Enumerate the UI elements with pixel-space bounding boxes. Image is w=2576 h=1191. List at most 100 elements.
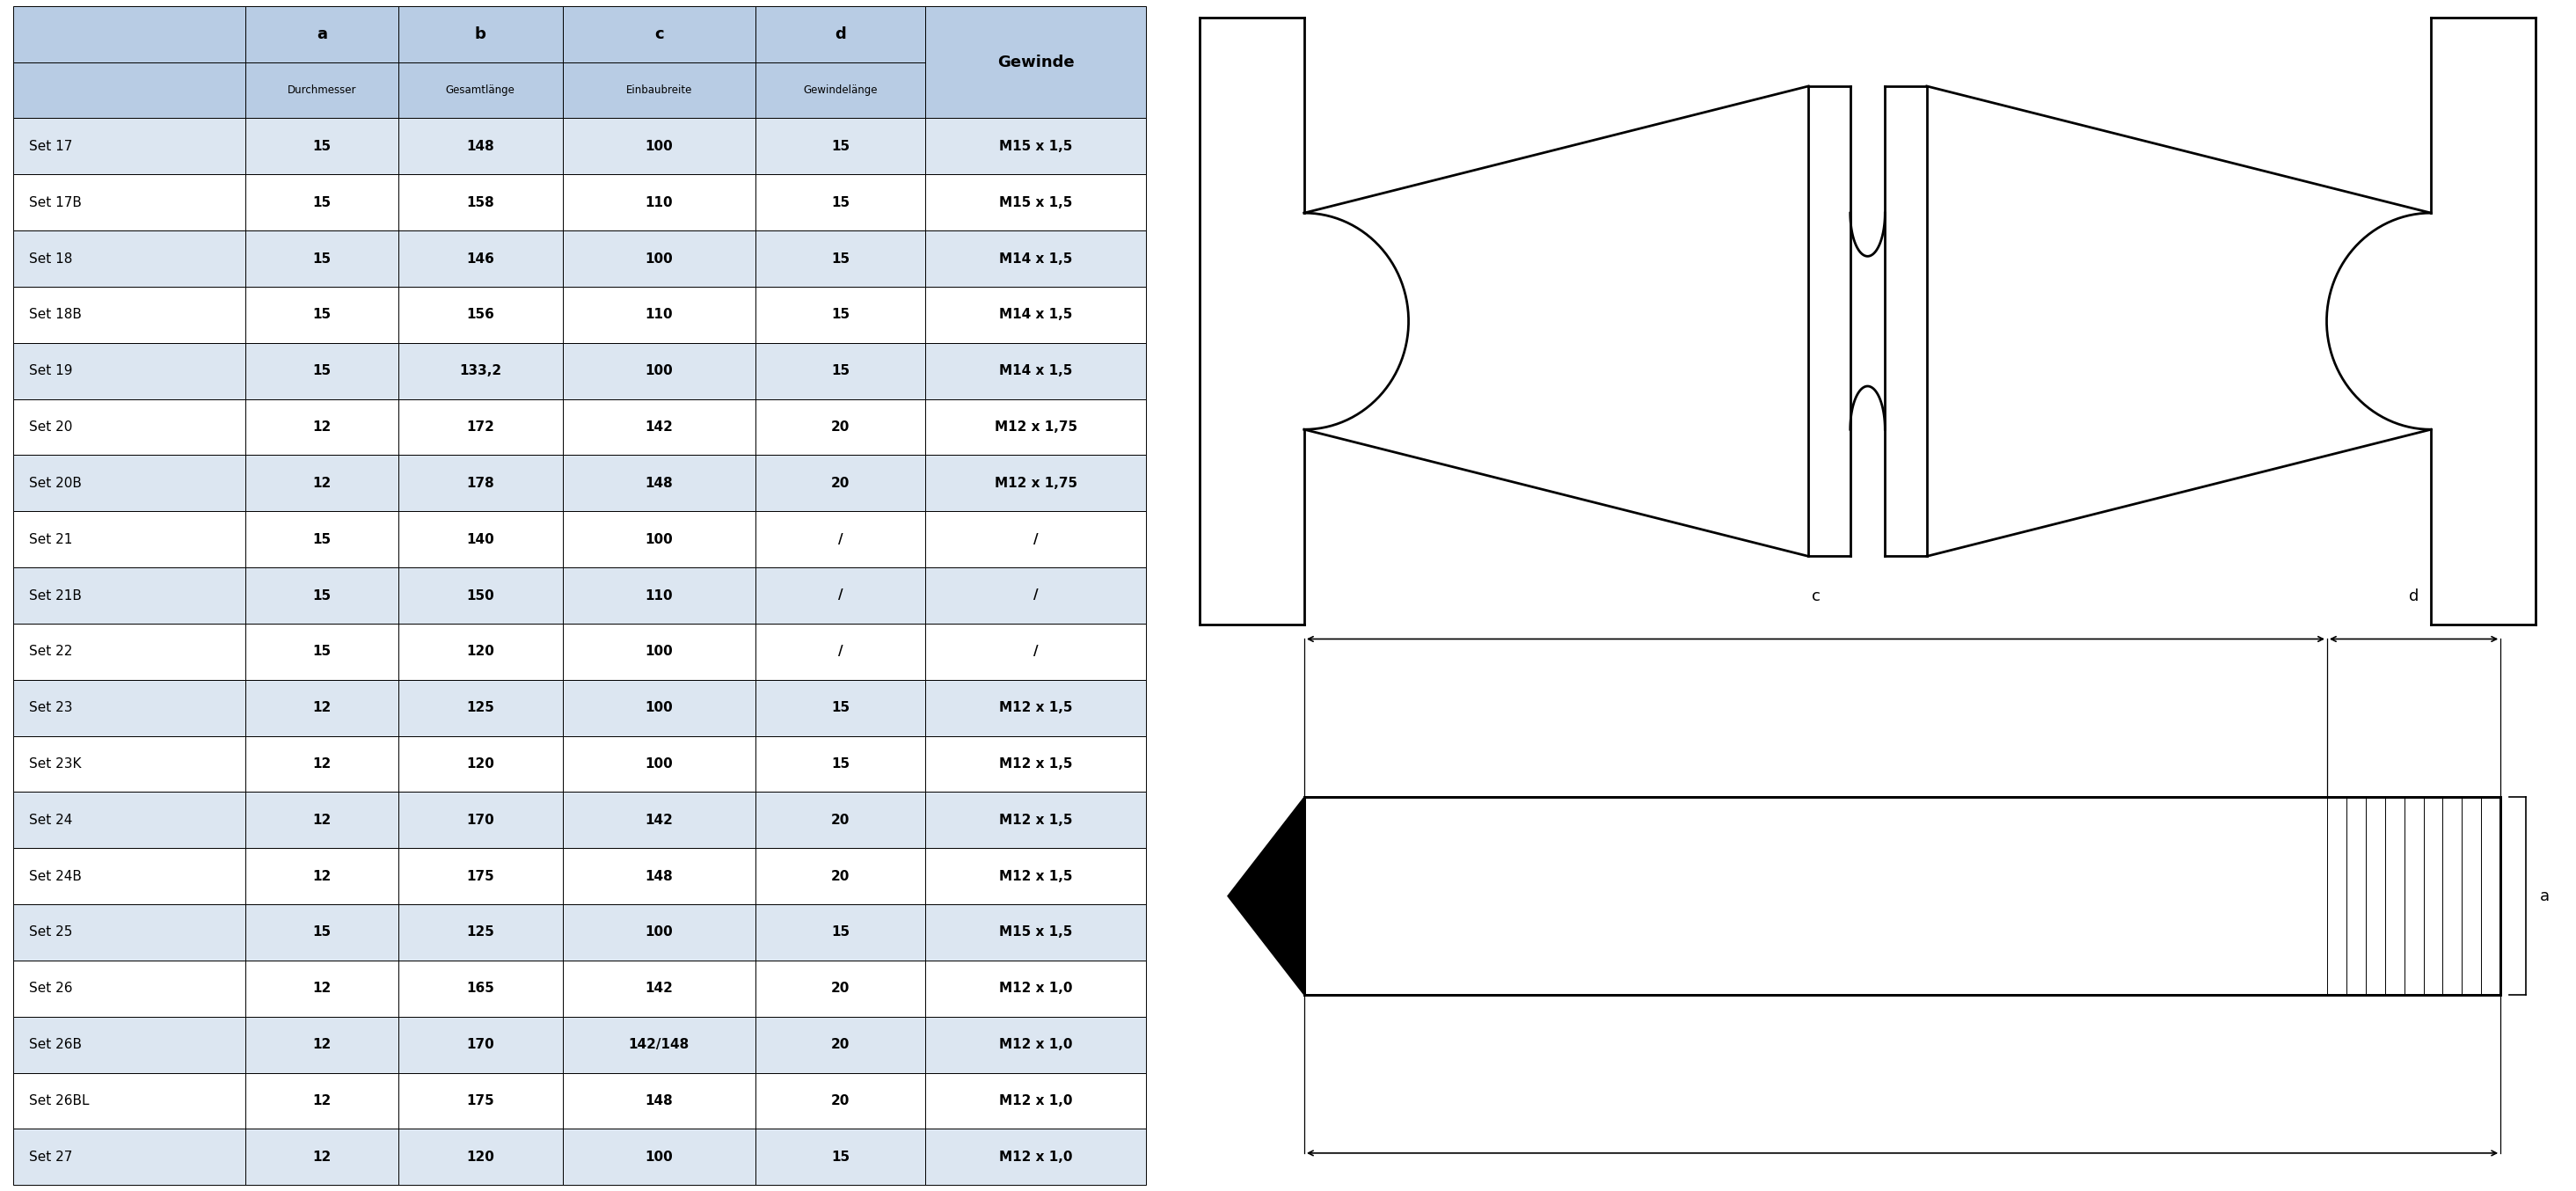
Bar [13,62,245,118]
Bar [755,6,925,62]
Text: M14 x 1,5: M14 x 1,5 [999,364,1072,378]
Bar [1303,797,2501,994]
Bar [925,680,1146,736]
Text: Gewindelänge: Gewindelänge [804,85,878,96]
Bar [245,904,399,960]
Text: 15: 15 [312,364,332,378]
Text: 148: 148 [644,1095,672,1108]
Bar [562,174,755,231]
Bar [562,6,755,62]
Bar [399,343,562,399]
Text: Set 22: Set 22 [28,646,72,659]
Text: Set 23K: Set 23K [28,757,82,771]
Text: M12 x 1,0: M12 x 1,0 [999,1151,1072,1164]
Bar [13,624,245,680]
Bar [13,231,245,287]
Text: 125: 125 [466,701,495,715]
Text: Set 26: Set 26 [28,981,72,996]
Text: d: d [2409,588,2419,604]
Text: M14 x 1,5: M14 x 1,5 [999,252,1072,266]
Bar [245,960,399,1017]
Bar [13,174,245,231]
Text: 15: 15 [832,925,850,939]
Bar [562,455,755,511]
Text: a: a [2540,888,2550,904]
Text: M12 x 1,75: M12 x 1,75 [994,420,1077,434]
Text: 133,2: 133,2 [459,364,502,378]
Text: 15: 15 [312,308,332,322]
Bar [925,567,1146,624]
Bar [13,6,245,62]
Bar [13,1017,245,1073]
Text: Durchmesser: Durchmesser [286,85,355,96]
Text: 15: 15 [832,252,850,266]
Text: 175: 175 [466,1095,495,1108]
Text: Set 27: Set 27 [28,1151,72,1164]
Bar [399,511,562,567]
Text: 12: 12 [312,1151,332,1164]
Bar [925,736,1146,792]
Bar [755,792,925,848]
Text: 15: 15 [312,646,332,659]
Text: 100: 100 [644,1151,672,1164]
Text: 20: 20 [832,813,850,827]
Text: M15 x 1,5: M15 x 1,5 [999,139,1072,152]
Text: Set 25: Set 25 [28,925,72,939]
Text: 170: 170 [466,813,495,827]
Text: Set 24: Set 24 [28,813,72,827]
Bar [1303,797,2501,994]
Bar [13,904,245,960]
Bar [562,680,755,736]
Bar [245,455,399,511]
Bar [755,960,925,1017]
Text: 15: 15 [832,701,850,715]
Bar [562,904,755,960]
Text: d: d [835,26,845,42]
Text: 20: 20 [832,476,850,490]
Text: 15: 15 [832,757,850,771]
Text: 120: 120 [466,646,495,659]
Text: 15: 15 [832,195,850,210]
Text: 156: 156 [466,308,495,322]
Bar [562,1073,755,1129]
Text: 165: 165 [466,981,495,996]
Bar [245,1129,399,1185]
Bar [755,680,925,736]
Bar [399,174,562,231]
Bar [13,1129,245,1185]
Text: 15: 15 [312,925,332,939]
Bar [245,736,399,792]
Text: 15: 15 [312,532,332,545]
Bar [245,511,399,567]
Text: 15: 15 [312,588,332,603]
Text: 170: 170 [466,1039,495,1052]
Bar [755,624,925,680]
Text: M12 x 1,5: M12 x 1,5 [999,813,1072,827]
Bar [245,231,399,287]
Bar [755,511,925,567]
Bar [925,960,1146,1017]
Text: 100: 100 [644,925,672,939]
Bar [245,792,399,848]
Text: 172: 172 [466,420,495,434]
Bar [562,736,755,792]
Text: 175: 175 [466,869,495,883]
Text: 148: 148 [644,869,672,883]
Bar [13,567,245,624]
Text: /: / [1033,532,1038,545]
Text: 15: 15 [312,195,332,210]
Text: 15: 15 [832,308,850,322]
Text: M12 x 1,5: M12 x 1,5 [999,869,1072,883]
Bar [399,287,562,343]
Bar [245,6,399,62]
Bar [925,455,1146,511]
Text: b: b [474,26,487,42]
Text: 100: 100 [644,252,672,266]
Bar [399,960,562,1017]
Text: 150: 150 [466,588,495,603]
Bar [399,1129,562,1185]
Bar [755,1073,925,1129]
Bar [925,6,1146,118]
Text: 15: 15 [832,1151,850,1164]
Text: 148: 148 [466,139,495,152]
